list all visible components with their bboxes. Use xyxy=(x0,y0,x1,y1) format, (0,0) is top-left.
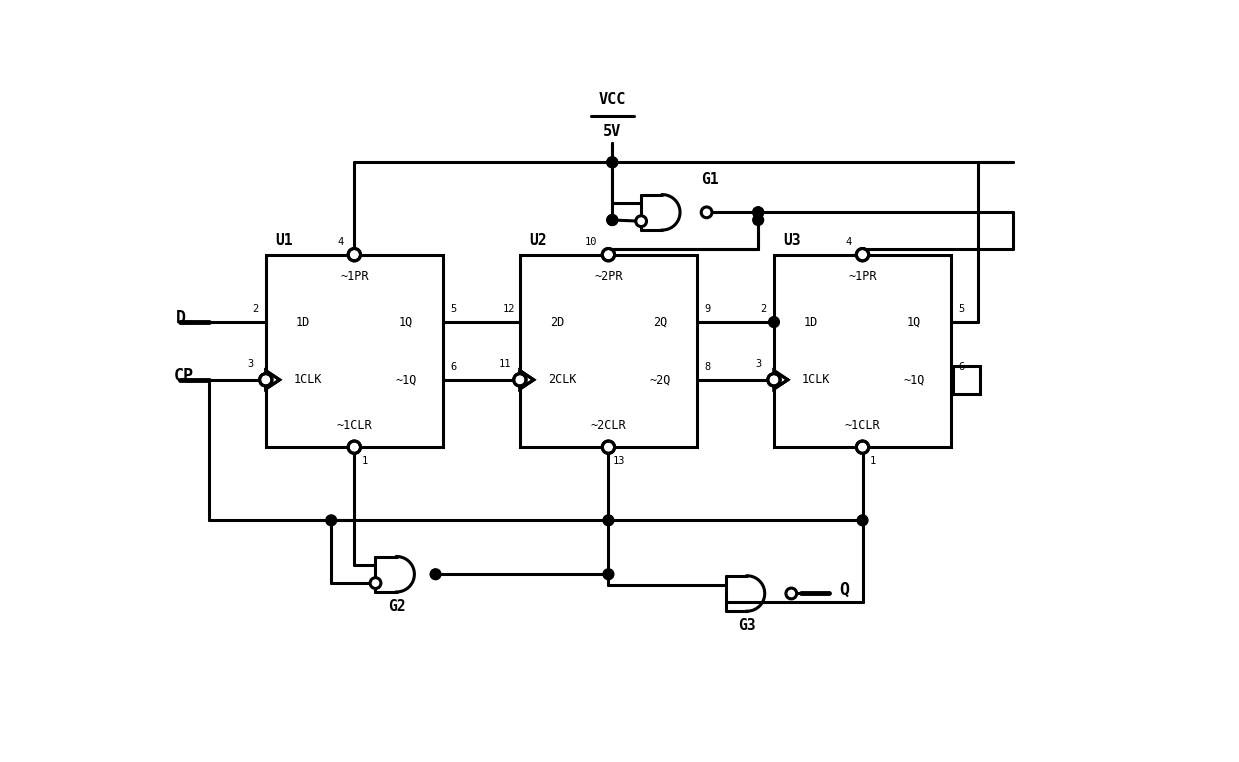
Bar xyxy=(266,255,442,447)
Text: 6: 6 xyxy=(451,362,457,372)
Text: VCC: VCC xyxy=(598,91,626,107)
Text: 3: 3 xyxy=(756,360,762,370)
Circle shape xyxy=(348,248,361,261)
Text: 1D: 1D xyxy=(804,315,818,328)
Circle shape xyxy=(701,207,712,218)
Text: 2: 2 xyxy=(252,304,258,314)
Circle shape xyxy=(602,441,615,453)
Circle shape xyxy=(602,441,615,453)
Text: 1: 1 xyxy=(870,456,876,466)
Circle shape xyxy=(753,215,763,226)
Circle shape xyxy=(607,215,618,226)
Text: Q: Q xyxy=(839,581,849,599)
Text: U3: U3 xyxy=(783,233,800,248)
Circle shape xyxy=(260,373,271,386)
Circle shape xyxy=(768,317,779,328)
Text: 3: 3 xyxy=(248,360,254,370)
Text: 6: 6 xyxy=(959,362,965,372)
Text: ~1CLR: ~1CLR xyxy=(845,419,881,432)
Circle shape xyxy=(607,157,618,168)
Text: 2D: 2D xyxy=(550,315,564,328)
Text: 2Q: 2Q xyxy=(653,315,667,328)
Bar xyxy=(520,255,698,447)
Text: ~2Q: ~2Q xyxy=(649,373,670,386)
Text: D: D xyxy=(176,309,186,327)
Text: 1Q: 1Q xyxy=(399,315,413,328)
Text: ~2PR: ~2PR xyxy=(595,270,623,283)
Circle shape xyxy=(768,373,781,386)
Circle shape xyxy=(857,515,867,526)
Text: U2: U2 xyxy=(529,233,546,248)
Circle shape xyxy=(603,515,613,526)
Circle shape xyxy=(786,588,797,599)
Text: 9: 9 xyxy=(705,304,711,314)
Circle shape xyxy=(753,207,763,218)
Circle shape xyxy=(856,441,869,453)
Text: 2: 2 xyxy=(760,304,766,314)
Text: 12: 12 xyxy=(503,304,515,314)
Circle shape xyxy=(607,215,618,226)
Text: 1: 1 xyxy=(362,456,368,466)
Circle shape xyxy=(514,373,527,386)
Circle shape xyxy=(348,441,361,453)
Text: 4: 4 xyxy=(337,236,343,247)
Circle shape xyxy=(753,207,763,218)
Circle shape xyxy=(856,441,869,453)
Text: G2: G2 xyxy=(388,599,405,614)
Circle shape xyxy=(603,569,613,580)
Circle shape xyxy=(348,441,361,453)
Circle shape xyxy=(260,373,271,386)
Text: 13: 13 xyxy=(613,456,626,466)
Circle shape xyxy=(768,373,781,386)
Text: 5V: 5V xyxy=(603,124,622,139)
Circle shape xyxy=(602,248,615,261)
Bar xyxy=(774,255,952,447)
Text: 2CLK: 2CLK xyxy=(548,373,576,386)
Circle shape xyxy=(636,216,647,226)
Text: 1CLK: 1CLK xyxy=(802,373,830,386)
Text: 4: 4 xyxy=(845,236,851,247)
Text: ~2CLR: ~2CLR xyxy=(591,419,626,432)
Circle shape xyxy=(348,248,361,261)
Text: G1: G1 xyxy=(701,172,719,187)
Circle shape xyxy=(514,373,527,386)
Text: ~1PR: ~1PR xyxy=(339,270,368,283)
Text: 1Q: 1Q xyxy=(907,315,922,328)
Circle shape xyxy=(430,569,441,580)
Text: ~1Q: ~1Q xyxy=(395,373,416,386)
Circle shape xyxy=(370,578,380,588)
Text: ~1PR: ~1PR xyxy=(849,270,877,283)
Circle shape xyxy=(326,515,337,526)
Circle shape xyxy=(607,157,618,168)
Text: 1CLK: 1CLK xyxy=(294,373,322,386)
Circle shape xyxy=(856,248,869,261)
Circle shape xyxy=(602,248,615,261)
Text: 11: 11 xyxy=(498,360,510,370)
Text: 5: 5 xyxy=(451,304,457,314)
Text: ~1CLR: ~1CLR xyxy=(337,419,372,432)
Text: CP: CP xyxy=(173,367,193,385)
Text: 5: 5 xyxy=(959,304,965,314)
Circle shape xyxy=(856,248,869,261)
Text: 10: 10 xyxy=(585,236,597,247)
Bar xyxy=(953,366,980,394)
Text: U1: U1 xyxy=(275,233,292,248)
Text: 8: 8 xyxy=(705,362,711,372)
Text: ~1Q: ~1Q xyxy=(903,373,924,386)
Text: 1D: 1D xyxy=(296,315,310,328)
Text: G3: G3 xyxy=(738,618,756,633)
